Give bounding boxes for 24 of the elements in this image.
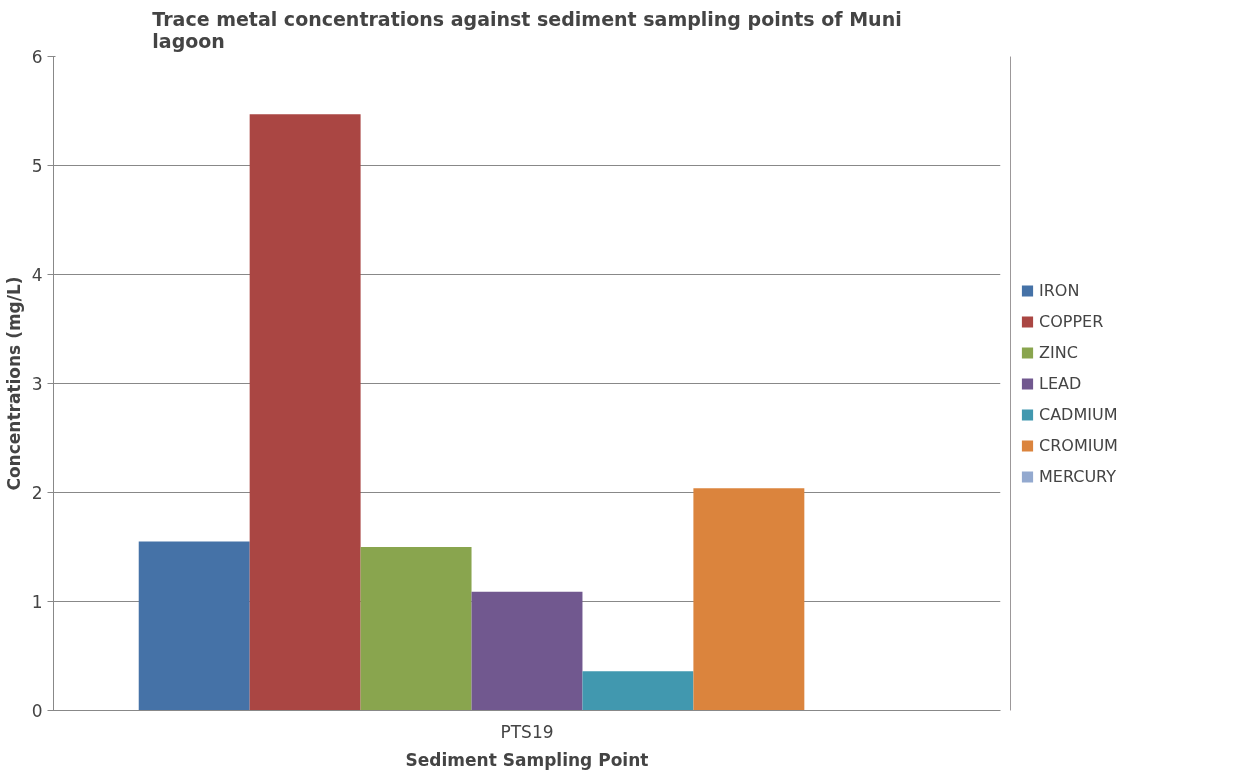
- bar: [582, 671, 694, 711]
- y-tick-label: 1: [31, 592, 43, 612]
- bar: [471, 591, 583, 711]
- y-axis-title: Concentrations (mg/L): [3, 276, 24, 491]
- bar: [138, 541, 250, 711]
- x-axis-title: Sediment Sampling Point: [405, 749, 649, 770]
- y-tick-label: 6: [31, 47, 43, 67]
- y-tick-label: 5: [31, 156, 43, 176]
- y-tick-label: 2: [31, 483, 43, 503]
- legend-label: LEAD: [1039, 373, 1082, 393]
- bar: [360, 547, 472, 711]
- legend-label: MERCURY: [1039, 466, 1116, 486]
- x-tick-label: PTS19: [500, 721, 554, 742]
- legend-label: CROMIUM: [1039, 435, 1118, 455]
- legend-label: IRON: [1039, 280, 1080, 300]
- bar: [693, 488, 805, 711]
- bar: [249, 114, 361, 711]
- legend-label: CADMIUM: [1039, 404, 1118, 424]
- y-tick-label: 0: [31, 701, 43, 721]
- chart-title: Trace metal concentrations against sediment sampling points of Muni lagoon: [152, 7, 902, 52]
- y-tick-label: 3: [31, 374, 43, 394]
- legend-label: COPPER: [1039, 311, 1104, 331]
- y-tick-label: 4: [31, 265, 43, 285]
- legend-label: ZINC: [1039, 342, 1078, 362]
